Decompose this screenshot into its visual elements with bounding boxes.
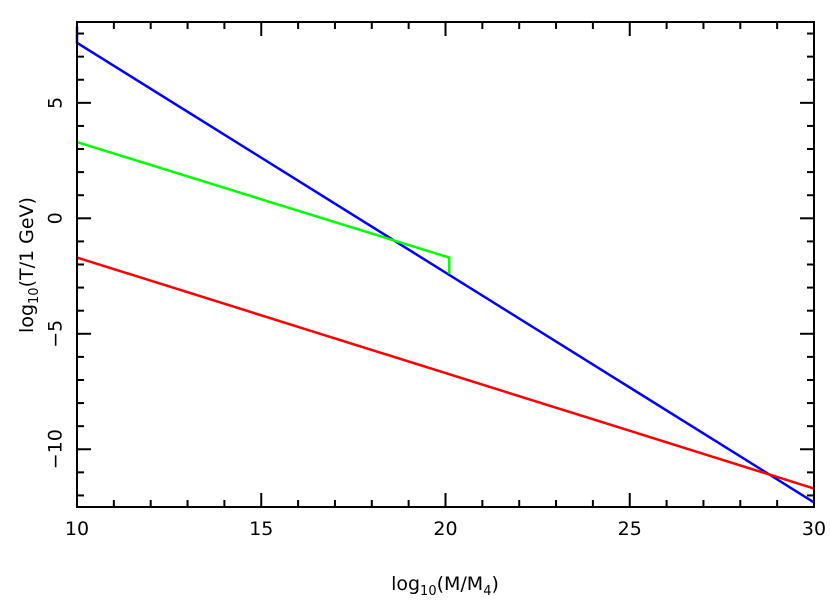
series-line-1 [75, 26, 815, 504]
plot-frame [76, 21, 815, 508]
y-tick-label: 0 [45, 212, 67, 224]
series-line-2 [76, 140, 451, 274]
x-tick-label: 25 [618, 518, 642, 540]
x-tick-label: 10 [65, 518, 89, 540]
series-layer [75, 26, 815, 504]
y-tick-label: −10 [45, 429, 67, 469]
y-tick-label: 5 [45, 97, 67, 109]
ticks-layer [76, 22, 815, 507]
y-axis-label: log10(T/1 GeV) [16, 197, 42, 333]
x-tick-label: 15 [249, 518, 273, 540]
tick-labels-layer: 10 15 20 25 30 −10 −5 0 5 [45, 97, 827, 540]
series-line-3 [76, 256, 815, 490]
y-tick-label: −5 [45, 320, 67, 348]
x-tick-label: 30 [802, 518, 826, 540]
x-axis-label: log10(M/M4) [391, 573, 499, 599]
x-tick-label: 20 [433, 518, 457, 540]
